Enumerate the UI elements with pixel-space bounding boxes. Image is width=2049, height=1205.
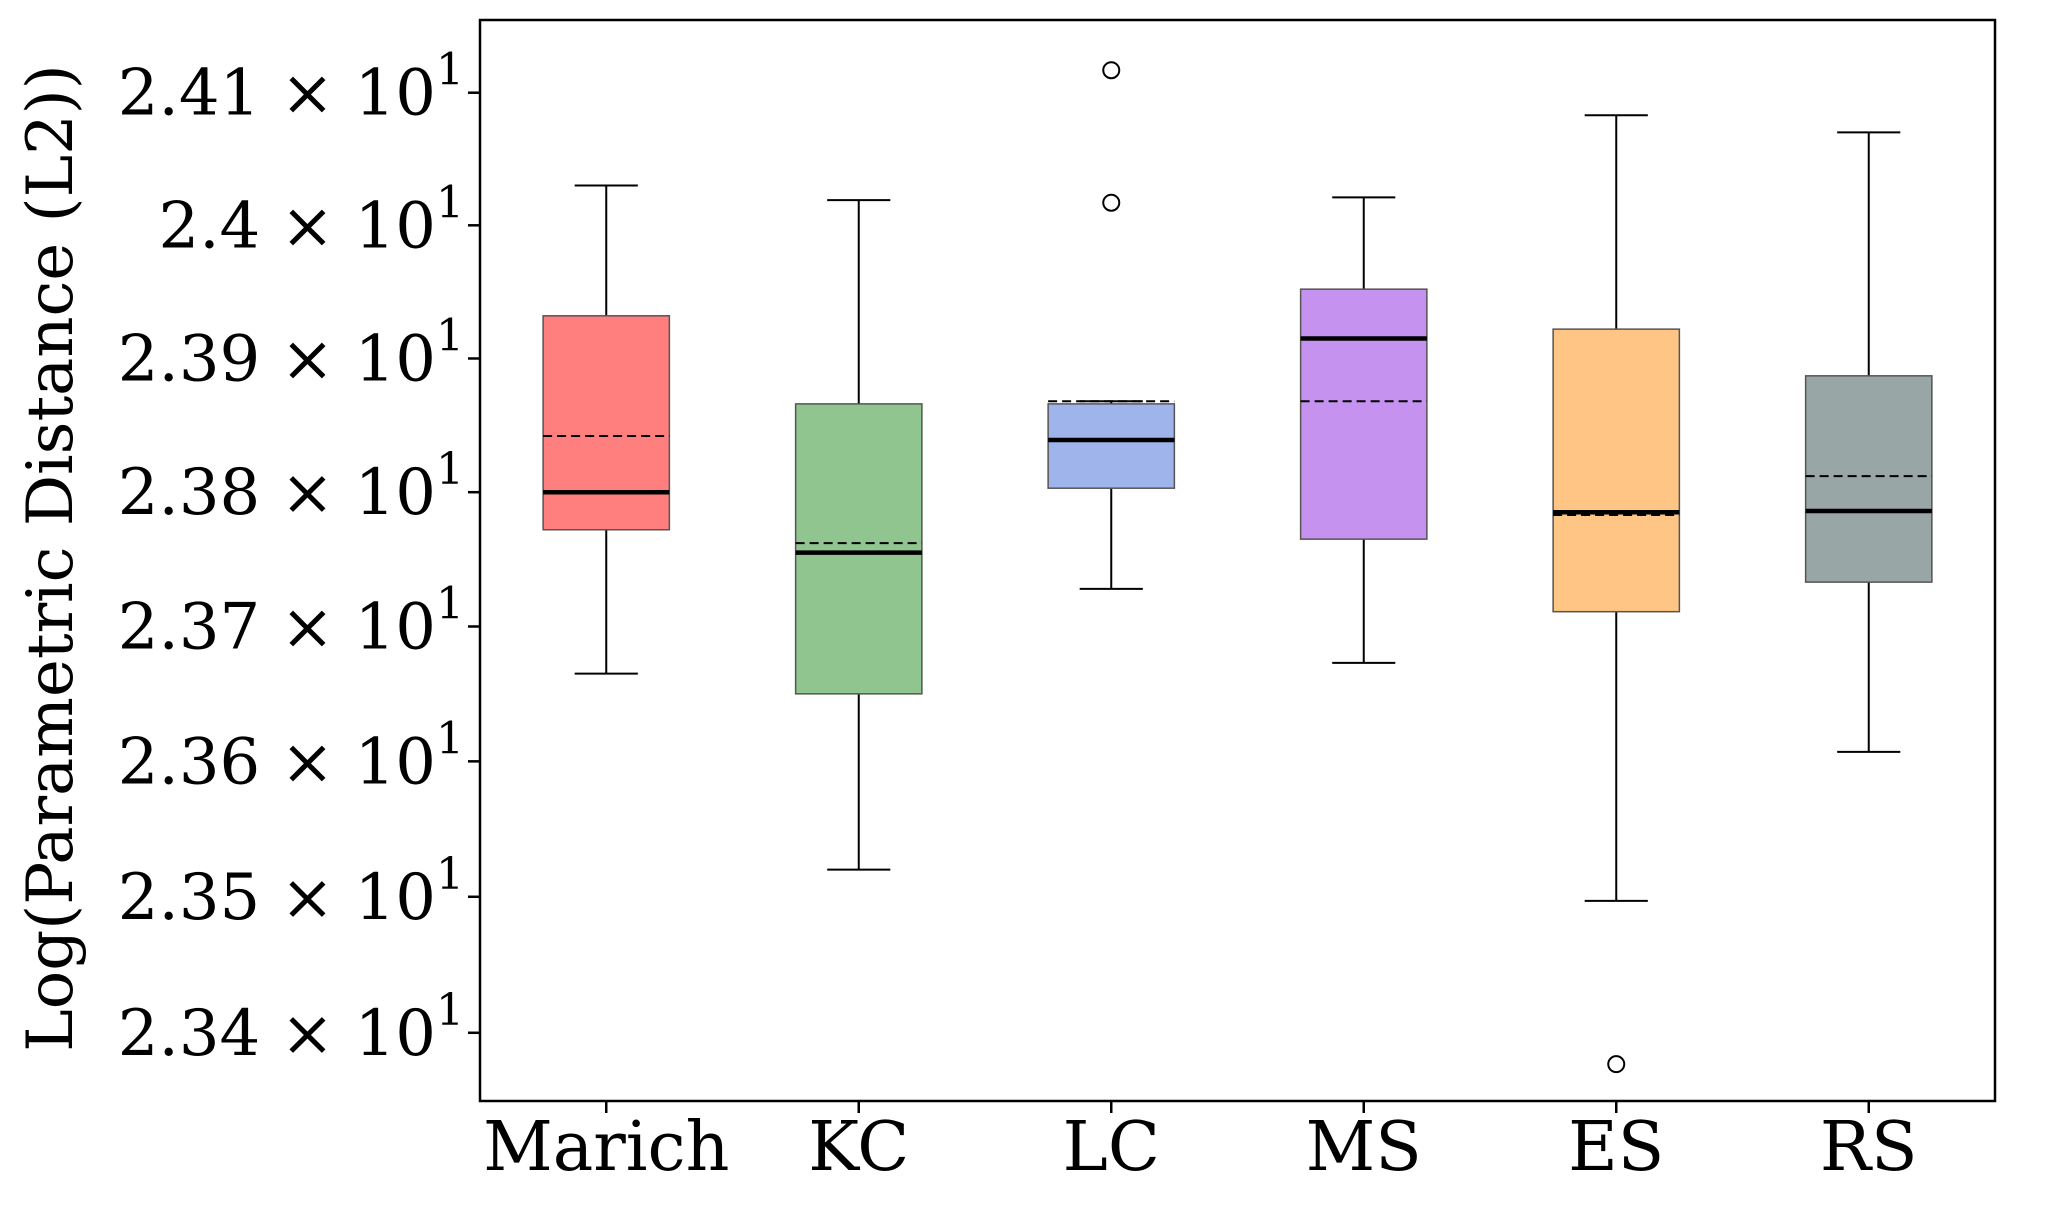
- x-axis: Marich KC LC MS ES RS: [483, 1101, 1918, 1187]
- box-body: [542, 315, 671, 531]
- box-body: [1047, 403, 1176, 489]
- box-body: [794, 403, 923, 695]
- x-tick-label: KC: [808, 1108, 909, 1187]
- box-body: [1552, 328, 1681, 613]
- box-kc: [794, 199, 923, 871]
- y-tick-label: 2.4 × 101: [158, 177, 464, 263]
- x-tick-label: RS: [1820, 1108, 1918, 1187]
- x-tick-label: LC: [1063, 1108, 1160, 1187]
- box-es: [1552, 114, 1681, 1074]
- box-marich: [542, 184, 671, 675]
- x-tick-label: Marich: [483, 1108, 729, 1187]
- y-tick-label: 2.38 × 101: [118, 444, 464, 530]
- x-tick-label: MS: [1306, 1108, 1422, 1187]
- y-axis-title: Log(Parametric Distance (L2)): [14, 64, 88, 1052]
- y-tick-label: 2.39 × 101: [118, 310, 464, 396]
- plot-frame: [478, 18, 1997, 1103]
- plot-area: [542, 61, 1933, 1074]
- box-rs: [1804, 131, 1933, 753]
- y-axis: 2.34 × 101 2.35 × 101 2.36 × 101 2.37 × 101…: [118, 45, 480, 1071]
- box-body: [1804, 375, 1933, 583]
- y-tick-label: 2.34 × 101: [118, 985, 464, 1071]
- y-tick-label: 2.36 × 101: [118, 713, 464, 799]
- y-tick-label: 2.41 × 101: [118, 45, 464, 131]
- box-lc: [1047, 61, 1176, 590]
- outlier-point: [1607, 1055, 1626, 1074]
- x-tick-label: ES: [1568, 1108, 1664, 1187]
- box-body: [1299, 288, 1428, 540]
- y-tick-label: 2.35 × 101: [118, 849, 464, 935]
- box-ms: [1299, 196, 1428, 664]
- outlier-point: [1102, 61, 1121, 80]
- outlier-point: [1102, 193, 1121, 212]
- y-tick-label: 2.37 × 101: [118, 578, 464, 664]
